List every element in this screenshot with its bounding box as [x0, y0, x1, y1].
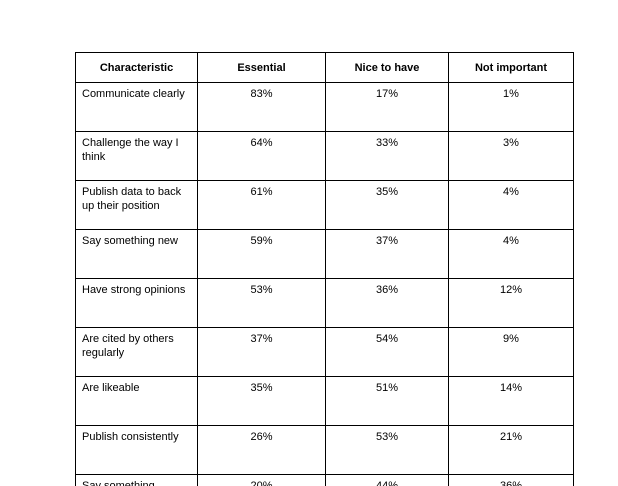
cell-characteristic: Publish data to back up their position [75, 180, 198, 230]
table-row: Communicate clearly 83% 17% 1% [75, 82, 574, 132]
cell-characteristic: Say something controversial [75, 474, 198, 486]
cell-nice-to-have: 36% [325, 278, 449, 328]
cell-essential: 83% [197, 82, 326, 132]
cell-not-important: 1% [448, 82, 574, 132]
cell-not-important: 12% [448, 278, 574, 328]
cell-essential: 64% [197, 131, 326, 181]
cell-nice-to-have: 53% [325, 425, 449, 475]
table-header-row: Characteristic Essential Nice to have No… [75, 52, 574, 83]
cell-characteristic: Are likeable [75, 376, 198, 426]
cell-not-important: 3% [448, 131, 574, 181]
cell-nice-to-have: 17% [325, 82, 449, 132]
cell-essential: 20% [197, 474, 326, 486]
table-row: Publish data to back up their position 6… [75, 180, 574, 230]
cell-characteristic: Publish consistently [75, 425, 198, 475]
table-row: Say something controversial 20% 44% 36% [75, 474, 574, 486]
cell-characteristic: Have strong opinions [75, 278, 198, 328]
table-row: Challenge the way I think 64% 33% 3% [75, 131, 574, 181]
table-header-nice-to-have: Nice to have [325, 52, 449, 83]
cell-nice-to-have: 35% [325, 180, 449, 230]
cell-nice-to-have: 54% [325, 327, 449, 377]
cell-essential: 35% [197, 376, 326, 426]
cell-not-important: 21% [448, 425, 574, 475]
table-row: Publish consistently 26% 53% 21% [75, 425, 574, 475]
cell-essential: 59% [197, 229, 326, 279]
cell-not-important: 14% [448, 376, 574, 426]
cell-essential: 53% [197, 278, 326, 328]
cell-not-important: 4% [448, 180, 574, 230]
cell-characteristic: Are cited by others regularly [75, 327, 198, 377]
cell-nice-to-have: 51% [325, 376, 449, 426]
cell-not-important: 4% [448, 229, 574, 279]
table-row: Are cited by others regularly 37% 54% 9% [75, 327, 574, 377]
table-row: Say something new 59% 37% 4% [75, 229, 574, 279]
table-header-essential: Essential [197, 52, 326, 83]
cell-characteristic: Communicate clearly [75, 82, 198, 132]
table-row: Have strong opinions 53% 36% 12% [75, 278, 574, 328]
cell-nice-to-have: 33% [325, 131, 449, 181]
survey-table: Characteristic Essential Nice to have No… [75, 52, 574, 486]
cell-essential: 37% [197, 327, 326, 377]
cell-nice-to-have: 44% [325, 474, 449, 486]
table-header-characteristic: Characteristic [75, 52, 198, 83]
cell-nice-to-have: 37% [325, 229, 449, 279]
cell-essential: 61% [197, 180, 326, 230]
cell-essential: 26% [197, 425, 326, 475]
table-row: Are likeable 35% 51% 14% [75, 376, 574, 426]
cell-not-important: 36% [448, 474, 574, 486]
table-header-not-important: Not important [448, 52, 574, 83]
cell-characteristic: Challenge the way I think [75, 131, 198, 181]
cell-not-important: 9% [448, 327, 574, 377]
cell-characteristic: Say something new [75, 229, 198, 279]
